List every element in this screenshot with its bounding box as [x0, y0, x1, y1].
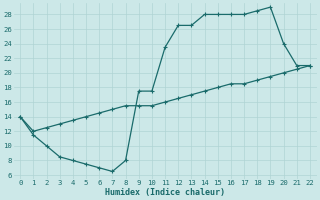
X-axis label: Humidex (Indice chaleur): Humidex (Indice chaleur) [105, 188, 225, 197]
